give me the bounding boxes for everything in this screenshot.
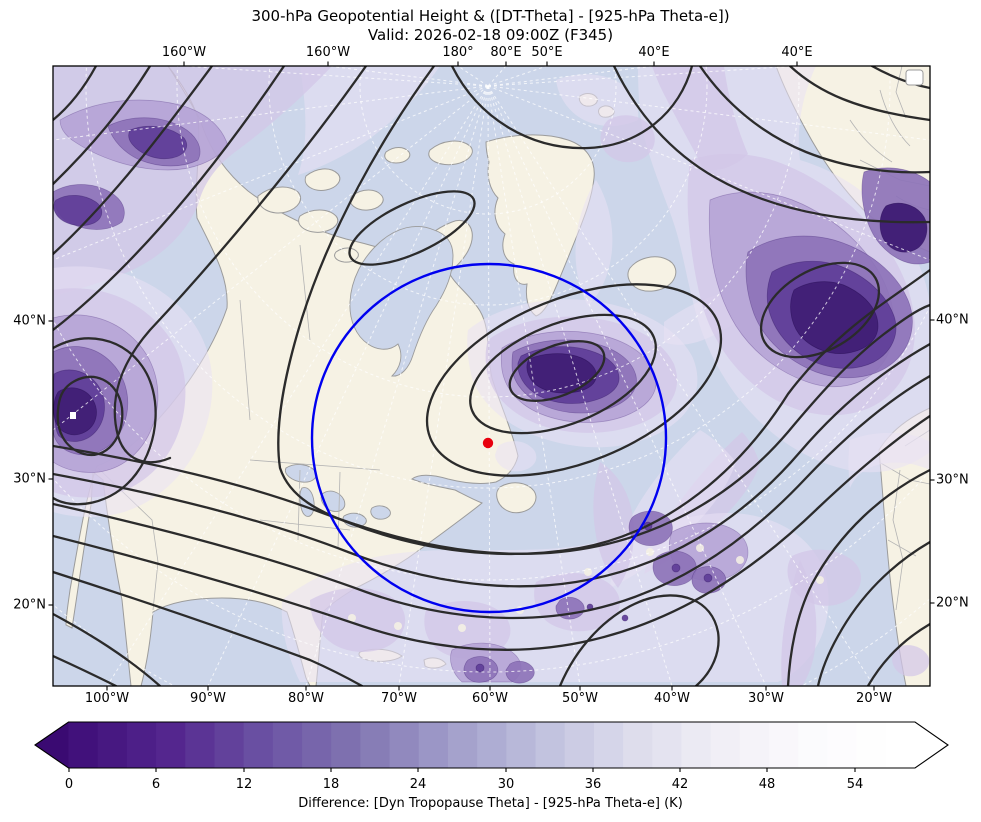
small-white-box [905, 69, 924, 86]
bottom-tick-label: 90°W [190, 691, 226, 706]
chart-title: 300-hPa Geopotential Height & ([DT-Theta… [251, 7, 730, 25]
top-tick-label: 160°W [305, 45, 351, 60]
bottom-tick-label: 40°W [654, 691, 690, 706]
colorbar-tick-label: 6 [151, 777, 161, 792]
top-tick-label: 40°E [781, 45, 813, 60]
colorbar-tick-label: 48 [758, 777, 776, 792]
axis-tick-marks [48, 61, 935, 691]
arctic-island [298, 209, 339, 233]
colorbar-tick-label: 30 [497, 777, 515, 792]
top-tick-label: 80°E [490, 45, 522, 60]
colorbar-over-arrow [915, 722, 948, 768]
map-frame [52, 65, 931, 687]
colorbar-under-arrow [35, 722, 69, 768]
bottom-tick-label: 80°W [288, 691, 324, 706]
colorbar-tick-label: 54 [846, 777, 864, 792]
colorbar-label: Difference: [Dyn Tropopause Theta] - [92… [298, 796, 683, 811]
colorbar-tick-label: 36 [584, 777, 602, 792]
lake-ontario [370, 505, 391, 520]
top-tick-label: 40°E [638, 45, 670, 60]
height-contours [53, 66, 930, 686]
colorbar-tick-label: 42 [671, 777, 689, 792]
top-tick-label: 50°E [531, 45, 563, 60]
ellesmere-island [428, 140, 473, 166]
top-tick-label: 180° [442, 45, 474, 60]
arctic-island [304, 168, 341, 191]
colorbar-tick-label: 24 [409, 777, 427, 792]
range-ring [310, 262, 668, 614]
right-tick-label: 20°N [936, 595, 969, 611]
left-tick-label: 40°N [13, 313, 46, 329]
bottom-tick-label: 70°W [381, 691, 417, 706]
bottom-tick-label: 50°W [562, 691, 598, 706]
right-tick-label: 40°N [936, 312, 969, 328]
missing-data-speck [70, 412, 76, 419]
colorbar-tick-label: 12 [235, 777, 253, 792]
left-tick-label: 20°N [13, 597, 46, 613]
right-tick-label: 30°N [936, 472, 969, 488]
colorbar-tick-label: 18 [322, 777, 340, 792]
newfoundland [496, 482, 537, 514]
top-tick-label: 160°W [161, 45, 207, 60]
iceland [627, 256, 677, 292]
bottom-tick-label: 20°W [856, 691, 892, 706]
left-tick-label: 30°N [13, 471, 46, 487]
colorbar [34, 721, 949, 772]
colorbar-gradient [68, 722, 916, 768]
arctic-island [384, 147, 411, 164]
colorbar-tick-marks [68, 768, 856, 772]
bottom-tick-label: 100°W [84, 691, 130, 706]
colorbar-tick-label: 0 [64, 777, 74, 792]
lake-superior [284, 464, 317, 483]
graticule [53, 66, 930, 686]
bottom-tick-label: 60°W [472, 691, 508, 706]
point-marker [482, 437, 494, 449]
chart-subtitle: Valid: 2026-02-18 09:00Z (F345) [367, 26, 614, 44]
arctic-island [349, 189, 384, 211]
bottom-tick-label: 30°W [748, 691, 784, 706]
